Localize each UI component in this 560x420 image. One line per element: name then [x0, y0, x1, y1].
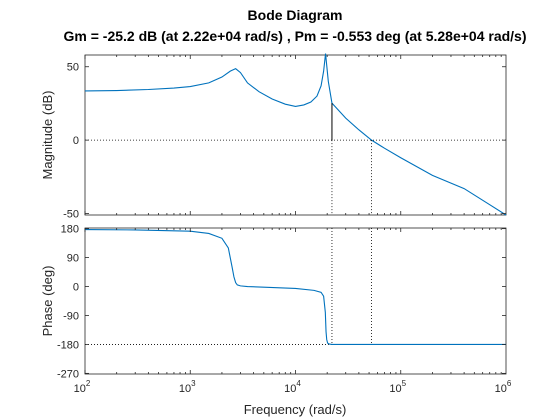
x-axis-label: Frequency (rad/s) [244, 402, 347, 417]
chart-subtitle: Gm = -25.2 dB (at 2.22e+04 rad/s) , Pm =… [63, 28, 526, 44]
magnitude-series-line [84, 53, 507, 216]
chart-title: Bode Diagram [248, 7, 343, 23]
x-tick-label: 102 [74, 379, 91, 395]
phase-ylabel: Phase (deg) [40, 266, 55, 337]
phase-ytick-label: -270 [57, 368, 79, 380]
phase-ytick-label: -90 [63, 310, 79, 322]
magnitude-ytick-label: -50 [63, 209, 79, 221]
magnitude-plot [84, 53, 507, 216]
phase-plot [84, 229, 506, 345]
phase-axes [84, 227, 507, 375]
magnitude-ytick-label: 0 [73, 135, 79, 147]
x-tick-label: 106 [495, 379, 512, 395]
phase-series-line [84, 229, 506, 345]
magnitude-ytick-label: 50 [67, 62, 79, 74]
phase-ytick-label: 0 [73, 282, 79, 294]
phase-ytick-label: 180 [61, 224, 79, 236]
stability-margins [331, 103, 372, 345]
x-tick-label: 103 [179, 379, 196, 395]
magnitude-axes [84, 54, 507, 216]
x-tick-label: 104 [284, 379, 301, 395]
phase-ytick-label: 90 [67, 253, 79, 265]
y-ticks: 50 0 -50 180 90 0 -90 -180 -270 [57, 62, 506, 380]
x-tick-label: 105 [389, 379, 406, 395]
magnitude-ylabel: Magnitude (dB) [40, 91, 55, 180]
phase-ytick-label: -180 [57, 339, 79, 351]
x-ticks: 102 103 104 105 106 [74, 55, 512, 395]
